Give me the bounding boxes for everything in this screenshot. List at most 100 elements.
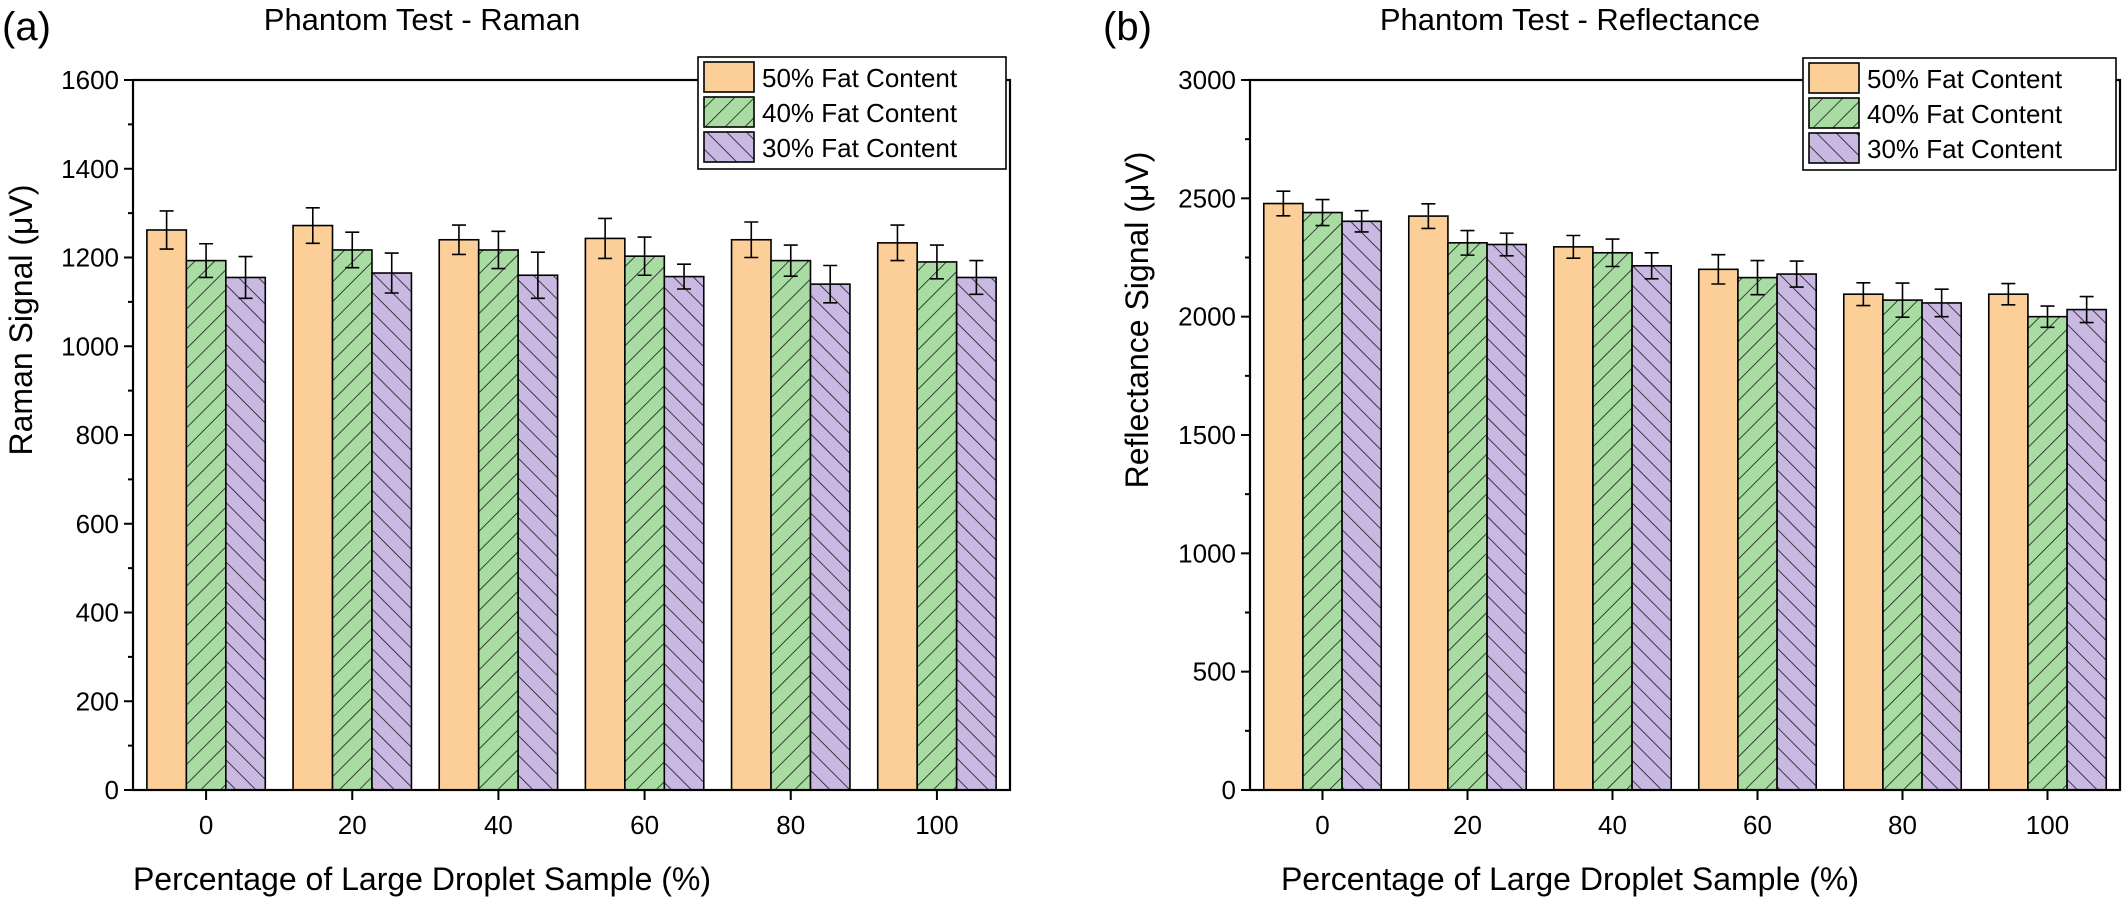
y-tick-label: 0 bbox=[1222, 775, 1236, 805]
legend-entry: 40% Fat Content bbox=[762, 98, 958, 128]
bar-30-fat-content-100 bbox=[2066, 308, 2108, 791]
y-tick-label: 2500 bbox=[1178, 183, 1236, 213]
bar-50-fat-content-40 bbox=[1552, 246, 1594, 791]
legend-swatch bbox=[1808, 97, 1860, 129]
bar-50-fat-content-100 bbox=[1987, 293, 2029, 791]
bar-50-fat-content-0 bbox=[146, 229, 188, 791]
bar-30-fat-content-20 bbox=[1486, 243, 1528, 791]
error-bar-30-fat-content-20 bbox=[1499, 232, 1514, 257]
bar-50-fat-content-40 bbox=[438, 238, 480, 791]
x-axis-label-reflectance: Percentage of Large Droplet Sample (%) bbox=[1281, 861, 1859, 897]
bar-50-fat-content-20 bbox=[292, 224, 334, 791]
bar-30-fat-content-60 bbox=[663, 275, 705, 791]
bar-40-fat-content-20 bbox=[331, 249, 373, 791]
y-axis-label-reflectance: Reflectance Signal (μV) bbox=[1119, 152, 1155, 489]
bar-40-fat-content-0 bbox=[185, 259, 227, 791]
y-tick-label: 1000 bbox=[61, 331, 119, 361]
y-tick-label: 1200 bbox=[61, 243, 119, 273]
bar-30-fat-content-80 bbox=[1921, 302, 1963, 791]
bar-40-fat-content-80 bbox=[1882, 299, 1923, 791]
bar-50-fat-content-80 bbox=[730, 238, 772, 791]
error-bar-40-fat-content-60 bbox=[1750, 259, 1765, 296]
bar-40-fat-content-60 bbox=[624, 255, 666, 791]
bar-50-fat-content-0 bbox=[1262, 202, 1304, 791]
error-bar-40-fat-content-100 bbox=[929, 244, 944, 280]
x-tick-label: 40 bbox=[484, 810, 513, 840]
error-bar-30-fat-content-0 bbox=[1354, 209, 1369, 233]
x-tick-label: 60 bbox=[1743, 810, 1772, 840]
error-bar-50-fat-content-80 bbox=[744, 221, 759, 259]
error-bar-30-fat-content-20 bbox=[384, 252, 399, 294]
error-bar-50-fat-content-0 bbox=[159, 210, 174, 250]
error-bar-30-fat-content-60 bbox=[677, 263, 692, 290]
legend-swatch bbox=[1808, 132, 1860, 164]
x-axis-label-raman: Percentage of Large Droplet Sample (%) bbox=[133, 861, 711, 897]
bar-30-fat-content-0 bbox=[1341, 220, 1383, 791]
x-tick-label: 100 bbox=[2026, 810, 2069, 840]
legend-swatch bbox=[1808, 62, 1860, 94]
error-bar-30-fat-content-100 bbox=[969, 259, 984, 296]
y-tick-label: 2000 bbox=[1178, 302, 1236, 332]
x-tick-label: 0 bbox=[1315, 810, 1329, 840]
y-tick-label: 0 bbox=[105, 775, 119, 805]
error-bar-50-fat-content-100 bbox=[2001, 282, 2016, 306]
legend-swatch bbox=[703, 96, 755, 128]
y-tick-label: 1000 bbox=[1178, 538, 1236, 568]
bar-40-fat-content-40 bbox=[477, 249, 519, 791]
x-tick-label: 0 bbox=[199, 810, 213, 840]
bar-40-fat-content-100 bbox=[916, 261, 958, 791]
legend-entry: 50% Fat Content bbox=[1867, 64, 2063, 94]
reflectance-chart: (b) Phantom Test - Reflectance Percentag… bbox=[1103, 2, 2122, 897]
y-tick-label: 400 bbox=[76, 598, 119, 628]
x-tick-label: 60 bbox=[630, 810, 659, 840]
error-bar-30-fat-content-60 bbox=[1789, 260, 1804, 288]
error-bar-40-fat-content-40 bbox=[1605, 238, 1620, 268]
bar-30-fat-content-60 bbox=[1776, 273, 1818, 791]
bar-30-fat-content-40 bbox=[1631, 264, 1673, 791]
x-tick-label: 20 bbox=[1453, 810, 1482, 840]
bar-30-fat-content-0 bbox=[225, 276, 267, 791]
y-tick-label: 500 bbox=[1193, 657, 1236, 687]
x-tick-label: 20 bbox=[338, 810, 367, 840]
bar-50-fat-content-60 bbox=[584, 237, 626, 791]
y-axis-label-raman: Raman Signal (μV) bbox=[3, 185, 39, 456]
error-bar-50-fat-content-80 bbox=[1856, 282, 1871, 307]
bar-40-fat-content-40 bbox=[1592, 251, 1633, 791]
x-tick-label: 80 bbox=[1888, 810, 1917, 840]
y-tick-label: 1400 bbox=[61, 154, 119, 184]
y-tick-label: 800 bbox=[76, 420, 119, 450]
legend: 50% Fat Content 40% Fat Content 30% Fat Co… bbox=[697, 56, 1007, 170]
error-bar-50-fat-content-100 bbox=[890, 224, 905, 262]
bar-30-fat-content-80 bbox=[809, 283, 851, 791]
error-bar-30-fat-content-80 bbox=[823, 264, 838, 304]
legend-entry: 30% Fat Content bbox=[1867, 134, 2063, 164]
bar-50-fat-content-80 bbox=[1842, 293, 1884, 791]
error-bar-40-fat-content-80 bbox=[783, 244, 798, 277]
error-bar-30-fat-content-0 bbox=[238, 255, 253, 300]
error-bar-40-fat-content-100 bbox=[2040, 305, 2055, 329]
error-bar-30-fat-content-40 bbox=[530, 251, 545, 300]
bar-40-fat-content-0 bbox=[1302, 211, 1343, 791]
legend-swatch bbox=[703, 131, 755, 163]
error-bar-40-fat-content-20 bbox=[1460, 229, 1475, 256]
bar-50-fat-content-20 bbox=[1407, 215, 1449, 791]
bar-30-fat-content-20 bbox=[371, 272, 413, 791]
error-bar-30-fat-content-100 bbox=[2079, 295, 2094, 324]
y-tick-label: 1500 bbox=[1178, 420, 1236, 450]
error-bar-40-fat-content-40 bbox=[491, 230, 506, 270]
legend: 50% Fat Content 40% Fat Content 30% Fat Co… bbox=[1802, 57, 2117, 171]
error-bar-30-fat-content-40 bbox=[1644, 251, 1659, 280]
legend-entry: 30% Fat Content bbox=[762, 133, 958, 163]
bar-30-fat-content-100 bbox=[955, 276, 997, 791]
error-bar-50-fat-content-0 bbox=[1276, 190, 1291, 217]
error-bar-40-fat-content-60 bbox=[637, 236, 652, 277]
bar-30-fat-content-40 bbox=[517, 274, 559, 791]
error-bar-50-fat-content-20 bbox=[305, 207, 320, 245]
y-tick-label: 3000 bbox=[1178, 65, 1236, 95]
error-bar-50-fat-content-20 bbox=[1421, 202, 1436, 230]
bar-50-fat-content-60 bbox=[1697, 268, 1739, 791]
x-tick-label: 40 bbox=[1598, 810, 1627, 840]
bar-40-fat-content-100 bbox=[2027, 315, 2068, 791]
x-tick-label: 80 bbox=[776, 810, 805, 840]
